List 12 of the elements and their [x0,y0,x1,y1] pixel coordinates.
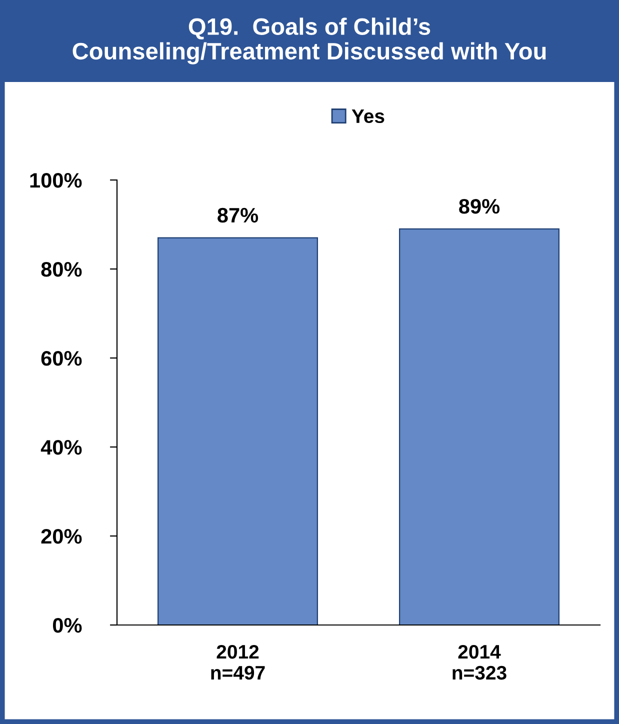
y-tick-label: 40% [40,440,82,455]
data-label: 89% [459,198,500,214]
data-label: 87% [218,208,258,223]
y-tick-label: 60% [41,351,82,366]
y-tick-label: 100% [30,173,82,188]
y-tick-label: 80% [41,262,82,277]
x-tick-label: 2014 n=323 [452,644,506,680]
legend-label: Yes [352,109,384,124]
y-tick-label: 20% [41,529,82,544]
chart-title: Q19. Goals of Child’s Counseling/Treatment Discussed with You [72,18,546,64]
y-tick-label: 0% [52,618,82,633]
x-tick-label: 2012 n=497 [211,644,265,680]
